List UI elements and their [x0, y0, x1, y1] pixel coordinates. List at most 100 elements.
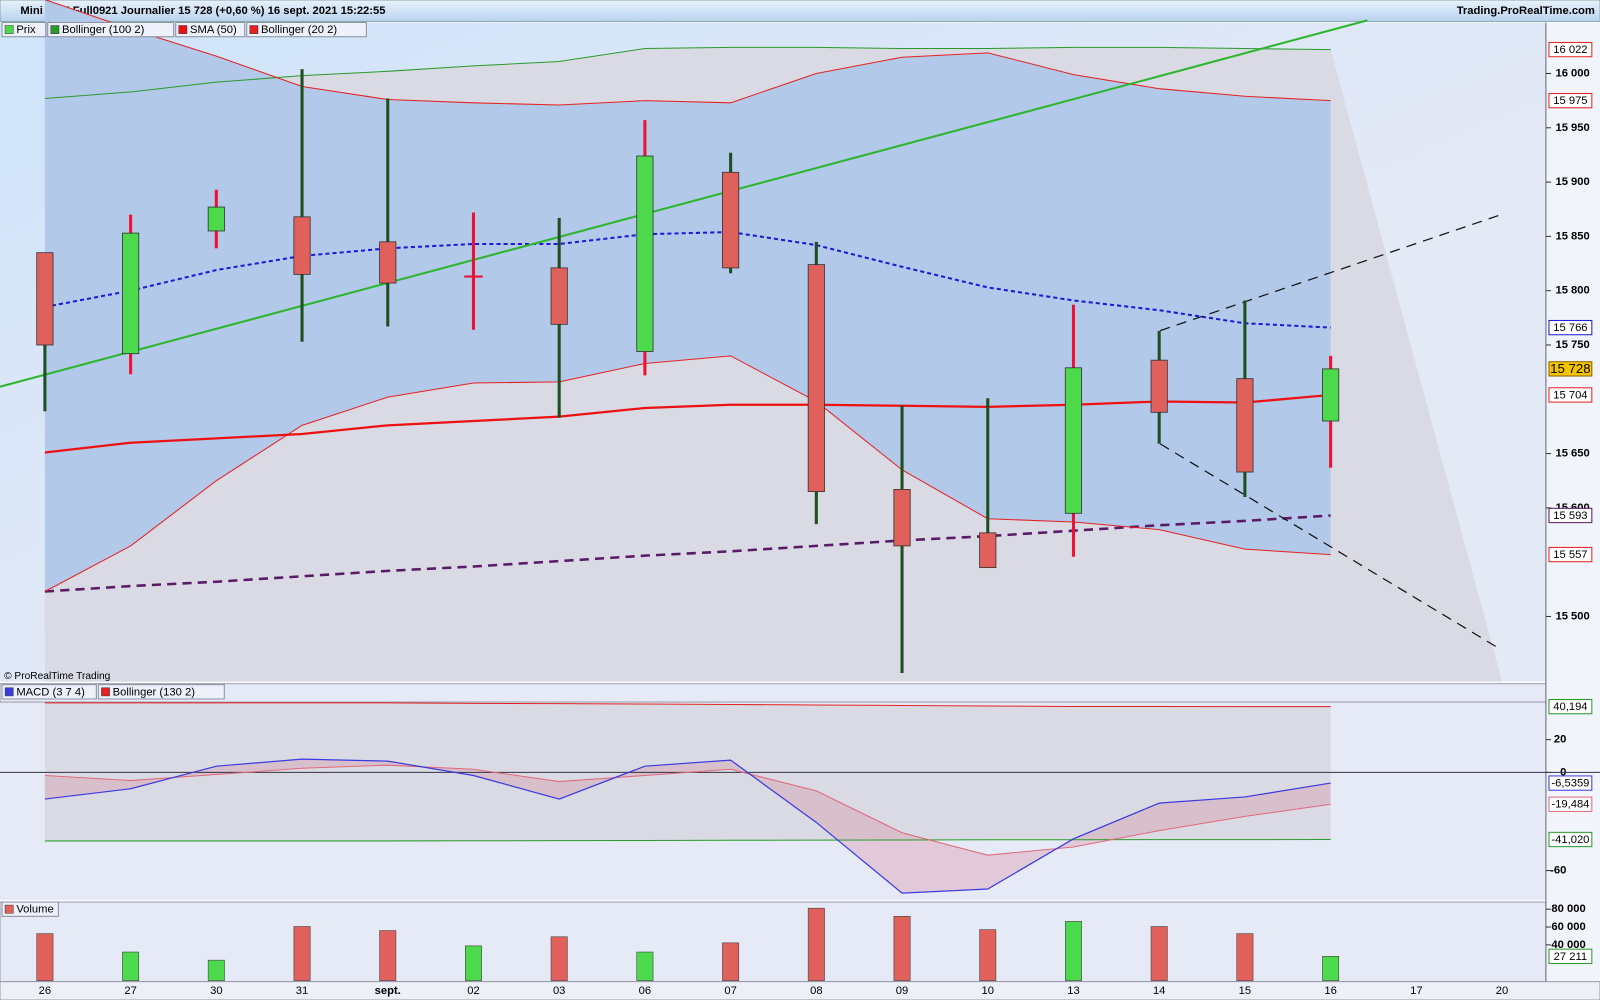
x-tick-label: 17 [1410, 985, 1422, 997]
legend-swatch [101, 687, 110, 697]
legend-label: Bollinger (130 2) [113, 686, 196, 698]
value-label-box [1548, 546, 1593, 563]
candle-body [1150, 359, 1168, 413]
value-label: 15 704 [1553, 389, 1587, 401]
x-tick-label: 09 [896, 985, 908, 997]
value-label-box [1548, 387, 1593, 403]
volume-bar [722, 942, 740, 981]
value-label: 15 975 [1553, 95, 1587, 107]
x-tick-label: 02 [467, 985, 479, 997]
candle-body [807, 264, 825, 492]
y-tick-label: 15 850 [1555, 230, 1589, 242]
y-tick-label: 15 650 [1555, 448, 1589, 460]
x-tick-label: 15 [1239, 985, 1251, 997]
legend-label: Prix [16, 24, 36, 36]
volume-bar [807, 907, 825, 981]
volume-bar [979, 929, 997, 981]
candle-body [1236, 378, 1254, 473]
candle-body [1064, 367, 1083, 514]
macd-header [0, 683, 1600, 703]
watermark: © ProRealTime Trading [4, 671, 111, 682]
y-tick-label: 15 800 [1555, 285, 1589, 297]
x-tick-label: 08 [810, 985, 822, 997]
right-axis [1545, 22, 1600, 982]
candle-body [122, 232, 140, 355]
legend-box [1, 684, 97, 700]
bollinger-upper [44, 0, 1331, 106]
value-label-box [1548, 361, 1593, 377]
volume-bar [379, 930, 397, 981]
candle-body [893, 489, 911, 547]
volume-bar [465, 945, 482, 981]
bollinger-upper [44, 702, 1331, 708]
legend-swatch [4, 904, 14, 914]
x-axis [0, 981, 1600, 1000]
trendline [0, 19, 1368, 388]
value-label: -41,020 [1551, 834, 1589, 846]
x-tick-label: 31 [296, 985, 308, 997]
legend-swatch [249, 25, 259, 34]
x-tick-label: 20 [1496, 985, 1508, 997]
volume-bar [636, 951, 654, 981]
macd-line [44, 758, 1331, 894]
candle-body [550, 267, 568, 325]
value-label-box [1548, 831, 1593, 848]
candle-body [636, 155, 654, 352]
candle-body [207, 206, 225, 232]
candle-body [722, 171, 740, 269]
volume-bar [1150, 926, 1168, 981]
y-tick-label: -60 [1550, 865, 1566, 877]
x-tick-label: 06 [639, 985, 651, 997]
volume-bar [1236, 933, 1254, 981]
legend-label: Volume [16, 904, 53, 916]
value-label-box [1548, 41, 1593, 58]
volume-bar [207, 959, 225, 981]
y-tick-label: 15 900 [1555, 176, 1589, 188]
value-label-box [1548, 796, 1593, 812]
value-label: 15 593 [1553, 510, 1587, 522]
volume-bar [893, 916, 911, 981]
value-label-box [1548, 319, 1593, 336]
x-tick-label: 10 [982, 985, 994, 997]
volume-bar [36, 933, 54, 981]
volume-bar [1322, 956, 1340, 981]
bollinger-upper [44, 46, 1331, 99]
y-tick-label: 16 000 [1555, 67, 1589, 79]
y-tick-label: 80 000 [1551, 903, 1585, 915]
volume-bar [122, 951, 140, 981]
legend-label: Bollinger (20 2) [261, 24, 337, 36]
y-tick-label: 20 [1554, 734, 1566, 746]
trendline [1160, 212, 1506, 332]
value-label-box [1548, 775, 1593, 791]
candle-body [379, 241, 397, 284]
legend-box [175, 21, 246, 38]
legend-swatch [50, 25, 60, 34]
legend-box [246, 21, 367, 38]
sma-line [44, 393, 1331, 454]
x-tick-label: 27 [124, 985, 136, 997]
bollinger-lower [44, 838, 1331, 842]
y-tick-label: 15 950 [1555, 122, 1589, 134]
x-tick-label: 13 [1067, 985, 1079, 997]
band-fill [44, 0, 1331, 592]
candle-body [1322, 368, 1340, 422]
value-label: 15 766 [1553, 322, 1587, 334]
volume-bar [293, 926, 311, 981]
y-tick-label: 40 000 [1551, 939, 1585, 951]
band-fill [44, 759, 1331, 894]
legend-box [47, 21, 175, 38]
bollinger-lower [44, 355, 1331, 592]
value-label-box [1548, 507, 1593, 524]
candle-body [36, 252, 54, 346]
signal-line [44, 764, 1331, 856]
value-label: -6,5359 [1551, 778, 1589, 790]
candle-body [979, 532, 997, 569]
value-label-box [1548, 948, 1593, 964]
value-label: 27 211 [1554, 951, 1587, 963]
value-label: 16 022 [1553, 44, 1587, 56]
bollinger-lower [44, 514, 1331, 593]
volume-panel [0, 901, 1547, 983]
value-label-box [1548, 92, 1593, 109]
value-label-box [1548, 698, 1593, 715]
